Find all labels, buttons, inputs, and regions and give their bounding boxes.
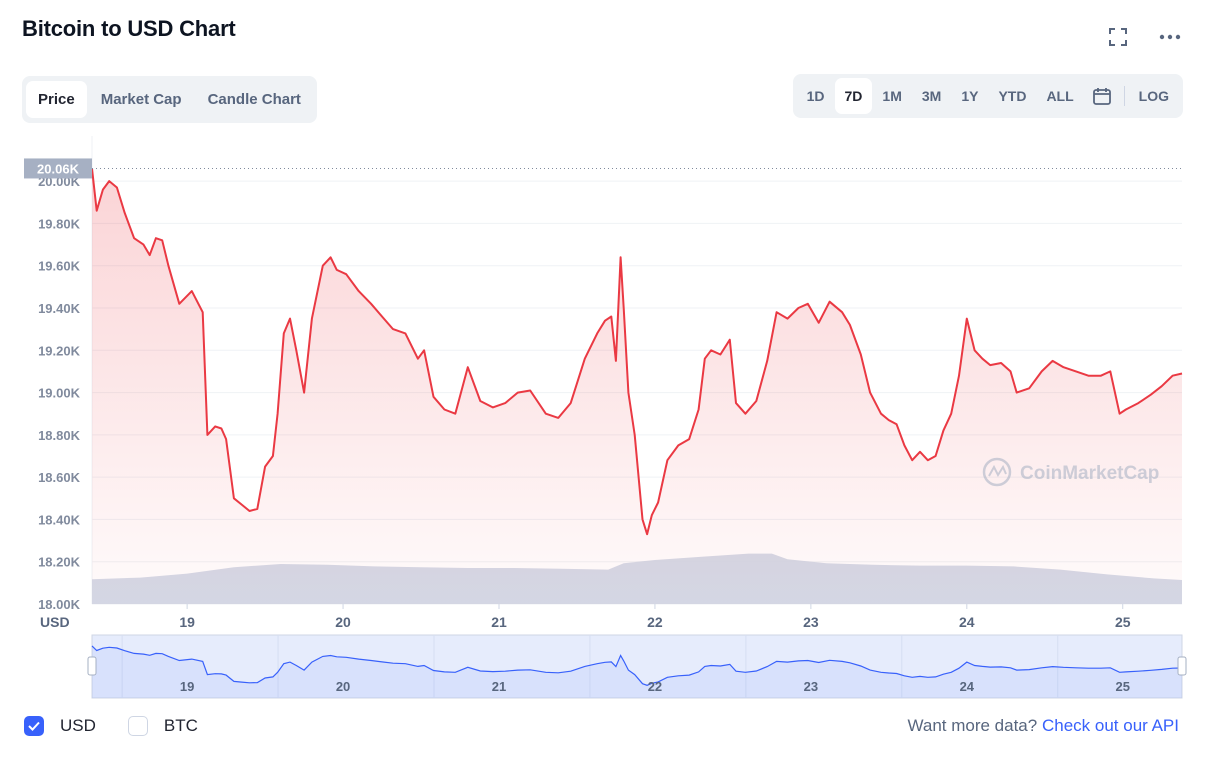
y-tick-label: 18.00K <box>38 597 81 612</box>
more-data-text: Want more data? <box>907 716 1038 735</box>
fullscreen-icon[interactable] <box>1105 24 1131 50</box>
y-tick-label: 18.60K <box>38 470 81 485</box>
navigator-tick-label: 19 <box>180 679 194 694</box>
range-1y[interactable]: 1Y <box>961 88 979 104</box>
page-title: Bitcoin to USD Chart <box>22 16 236 41</box>
x-tick-label: 21 <box>491 614 507 630</box>
navigator-tick-label: 25 <box>1116 679 1130 694</box>
log-scale-toggle[interactable]: LOG <box>1138 88 1169 104</box>
y-tick-label: 19.80K <box>38 216 81 231</box>
y-tick-label: 18.80K <box>38 428 81 443</box>
check-icon <box>28 721 40 731</box>
usd-label: USD <box>60 716 96 735</box>
current-price-label: 20.06K <box>37 161 80 176</box>
navigator-left-handle[interactable] <box>87 656 97 676</box>
range-all[interactable]: ALL <box>1046 88 1074 104</box>
range-ytd[interactable]: YTD <box>998 88 1027 104</box>
navigator-tick-label: 22 <box>648 679 662 694</box>
current-price-badge <box>24 158 92 179</box>
navigator-tick-label: 20 <box>336 679 350 694</box>
y-tick-label: 19.00K <box>38 386 81 401</box>
x-tick-label: 22 <box>647 614 663 630</box>
cmc-logo-mark <box>988 464 1007 478</box>
y-tick-label: 19.60K <box>38 259 81 274</box>
navigator-series-line <box>91 645 1183 686</box>
navigator-area <box>92 645 1182 698</box>
currency-toggles: USD BTC <box>24 716 216 736</box>
watermark: CoinMarketCap <box>982 457 1159 487</box>
x-tick-label: 23 <box>803 614 819 630</box>
navigator-tick-label: 24 <box>960 679 975 694</box>
tab-candle-chart[interactable]: Candle Chart <box>207 91 301 108</box>
navigator-tick-label: 23 <box>804 679 818 694</box>
time-range-tabs: 1D 7D 1M 3M 1Y YTD ALL LOG <box>792 74 1183 118</box>
navigator-right-handle[interactable] <box>1177 656 1187 676</box>
range-7d[interactable]: 7D <box>834 78 873 114</box>
usd-checkbox[interactable] <box>24 716 44 736</box>
y-tick-label: 19.40K <box>38 301 81 316</box>
range-1d[interactable]: 1D <box>806 88 825 104</box>
btc-label: BTC <box>163 716 198 735</box>
x-tick-label: 19 <box>179 614 195 630</box>
price-series-line <box>91 168 1183 536</box>
tab-price[interactable]: Price <box>26 81 87 118</box>
y-tick-label: 19.20K <box>38 343 81 358</box>
api-promo: Want more data? Check out our API <box>907 716 1179 736</box>
y-tick-label: 18.40K <box>38 512 81 527</box>
more-options-icon[interactable] <box>1157 24 1183 50</box>
cmc-logo-icon <box>982 457 1012 487</box>
y-tick-label: 18.20K <box>38 555 81 570</box>
btc-toggle[interactable]: BTC <box>127 716 198 736</box>
usd-toggle[interactable]: USD <box>24 716 96 736</box>
tab-market-cap[interactable]: Market Cap <box>100 91 182 108</box>
btc-checkbox[interactable] <box>127 716 148 736</box>
y-axis-unit-label: USD <box>40 614 70 630</box>
price-area-fill <box>92 168 1182 604</box>
range-3m[interactable]: 3M <box>921 88 942 104</box>
range-1m[interactable]: 1M <box>882 88 902 104</box>
x-tick-label: 20 <box>335 614 351 630</box>
calendar-icon[interactable] <box>1084 78 1120 114</box>
x-tick-label: 25 <box>1115 614 1131 630</box>
x-tick-label: 24 <box>959 614 975 630</box>
toolbar-divider <box>1123 86 1125 106</box>
chart-actions <box>1105 24 1183 50</box>
watermark-text: CoinMarketCap <box>1020 463 1159 484</box>
api-link[interactable]: Check out our API <box>1041 716 1179 735</box>
chart-type-tabs: Price Market Cap Candle Chart <box>22 76 317 123</box>
navigator-tick-label: 21 <box>492 679 506 694</box>
price-chart[interactable]: 18.00K 18.20K 18.40K 18.60K 18.80K 19.00K 19.2… <box>0 130 1211 705</box>
